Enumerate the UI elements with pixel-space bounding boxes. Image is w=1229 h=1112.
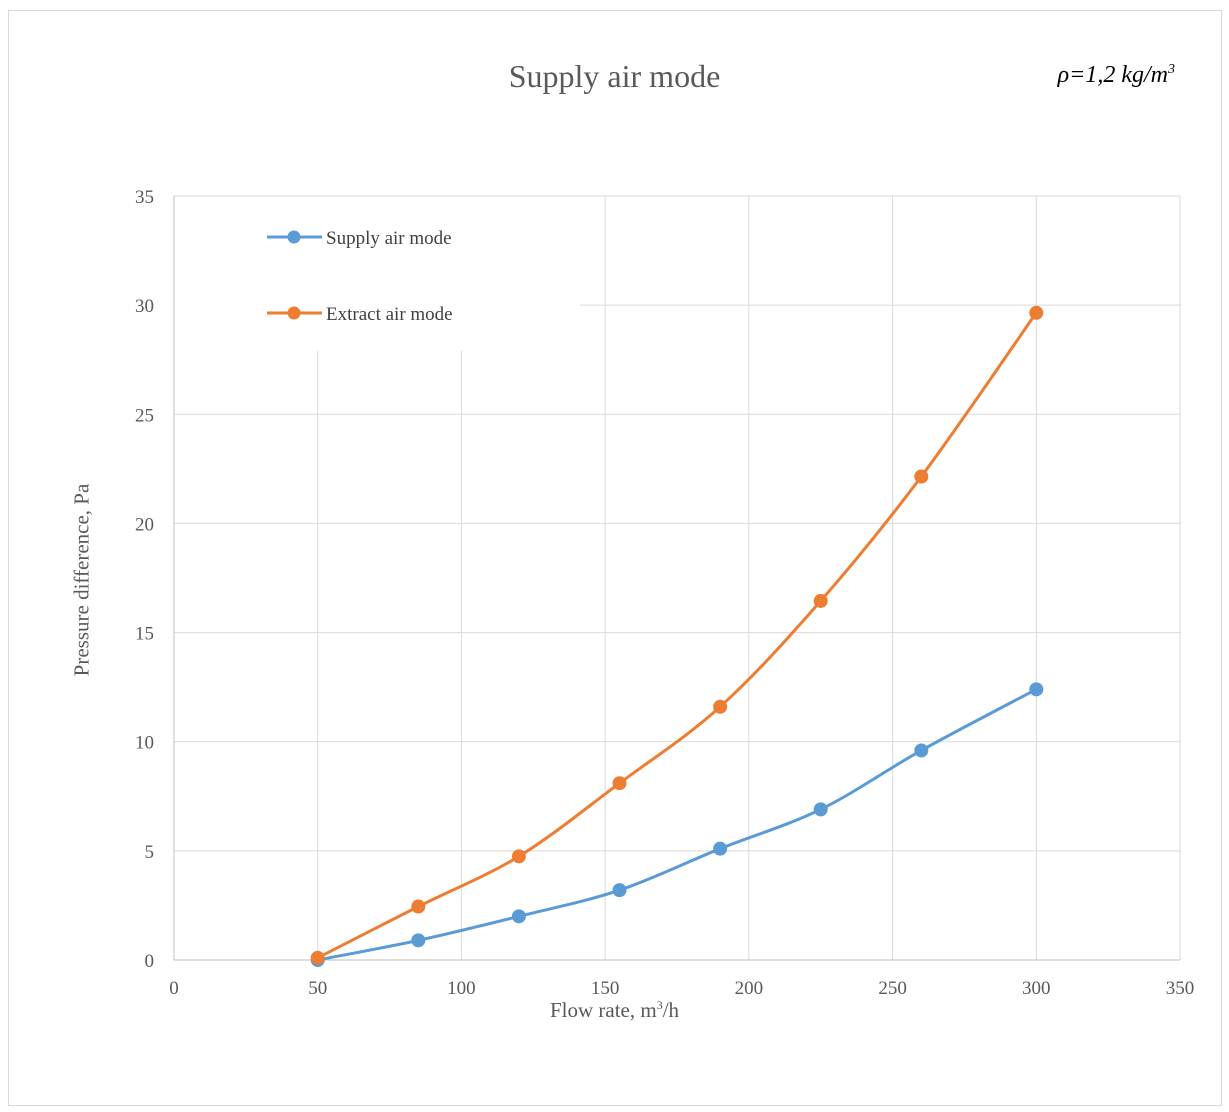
legend-label-1: Extract air mode [326,304,453,325]
data-point-1-1 [411,899,426,914]
data-point-1-7 [1029,305,1044,320]
data-point-0-1 [411,933,426,948]
data-point-1-2 [511,849,526,864]
x-tick-label-3: 150 [591,978,620,999]
x-tick-label-2: 100 [447,978,476,999]
legend: Supply air mode Extract air mode [175,197,580,351]
series-1 [310,305,1044,965]
axes [173,196,1180,961]
data-point-0-2 [511,909,526,924]
y-tick-label-1: 5 [145,842,155,863]
x-axis-title-superscript: 3 [656,998,663,1012]
x-tick-label-6: 300 [1022,978,1051,999]
series-line-1 [316,311,1038,960]
data-point-1-6 [914,469,929,484]
data-point-0-3 [612,883,627,898]
x-tick-label-1: 50 [308,978,327,999]
data-point-0-5 [813,802,828,817]
x-tick-label-5: 250 [878,978,907,999]
series-0 [310,682,1044,967]
data-point-0-4 [713,841,728,856]
y-tick-label-6: 30 [135,296,154,317]
y-tick-label-5: 25 [135,405,154,426]
data-point-0-6 [914,743,929,758]
x-axis-title-text: Flow rate, m [549,998,657,1022]
x-axis-title: Flow rate, m3/h [0,998,1229,1023]
data-point-0-7 [1029,682,1044,697]
data-point-1-4 [713,699,728,714]
legend-label-0: Supply air mode [326,228,452,249]
series-line-0 [316,687,1038,962]
y-tick-label-7: 35 [135,187,154,208]
data-point-1-0 [310,950,325,965]
legend-marker-1 [287,306,301,320]
data-point-1-3 [612,776,627,791]
y-tick-label-3: 15 [135,624,154,645]
legend-background [175,197,580,351]
x-tick-label-0: 0 [169,978,179,999]
x-axis-title-suffix: /h [662,998,680,1022]
density-annotation-text: ρ=1,2 kg/m [1057,62,1168,88]
data-point-1-5 [813,593,828,608]
density-annotation-superscript: 3 [1168,62,1175,77]
series-layer [310,305,1044,967]
legend-marker-0 [287,230,301,244]
density-annotation: ρ=1,2 kg/m3 [1058,62,1175,89]
chart-title: Supply air mode [508,58,721,94]
y-tick-label-4: 20 [135,514,154,535]
chart-frame [8,10,1222,1106]
x-tick-label-4: 200 [735,978,764,999]
x-tick-label-7: 350 [1166,978,1195,999]
y-tick-label-0: 0 [145,951,155,972]
y-tick-label-2: 10 [135,733,154,754]
